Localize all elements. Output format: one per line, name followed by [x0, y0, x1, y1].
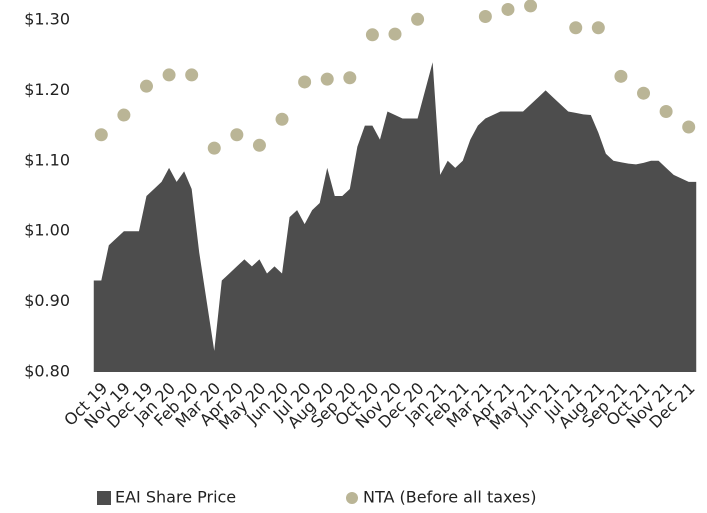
- nta-dot: [139, 79, 153, 93]
- nta-dot: [682, 120, 696, 134]
- y-tick-label: $1.30: [24, 10, 70, 29]
- y-tick-label: $0.90: [24, 291, 70, 310]
- y-tick-label: $1.00: [24, 221, 70, 240]
- legend-label: EAI Share Price: [115, 488, 236, 507]
- nta-dot: [659, 105, 673, 119]
- legend-swatch: [97, 491, 111, 505]
- nta-dot: [94, 128, 108, 142]
- nta-dot: [637, 86, 651, 100]
- nta-dot: [275, 112, 289, 126]
- nta-dot: [320, 72, 334, 86]
- nta-dot: [207, 141, 221, 155]
- nta-dot: [298, 75, 312, 89]
- nta-dot: [365, 28, 379, 42]
- y-tick-label: $1.20: [24, 80, 70, 99]
- nta-dot: [162, 68, 176, 82]
- legend-swatch: [346, 492, 358, 504]
- nta-dot: [252, 138, 266, 152]
- nta-dot: [591, 21, 605, 35]
- nta-dot: [569, 21, 583, 35]
- nta-dot: [411, 12, 425, 26]
- y-tick-label: $0.80: [24, 362, 70, 381]
- nta-dot: [185, 68, 199, 82]
- nta-dot: [117, 108, 131, 122]
- nta-dot: [614, 69, 628, 83]
- nta-dot: [388, 27, 402, 41]
- legend-label: NTA (Before all taxes): [363, 488, 536, 507]
- nta-dot: [478, 9, 492, 23]
- nta-dot: [524, 0, 538, 13]
- nta-dot: [501, 2, 515, 16]
- nta-dot: [230, 128, 244, 142]
- share-price-area: [93, 62, 697, 373]
- y-tick-label: $1.10: [24, 150, 70, 169]
- nta-dot: [343, 71, 357, 85]
